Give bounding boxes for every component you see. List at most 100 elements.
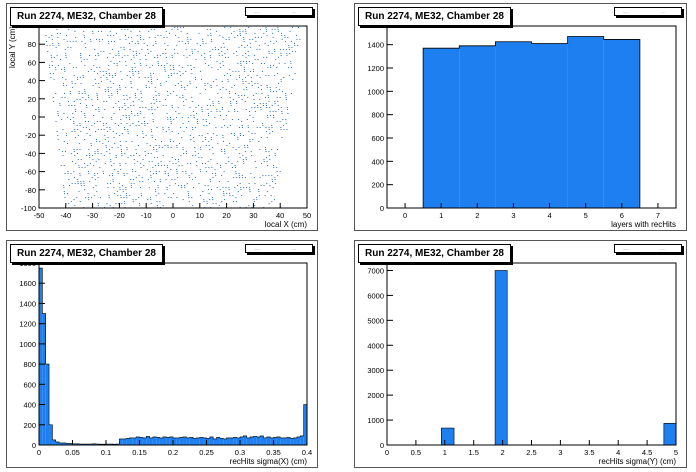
y-tick-label: 3000 (367, 366, 384, 375)
histogram-bar (213, 438, 217, 445)
scatter-point (285, 123, 287, 125)
scatter-point (250, 76, 252, 78)
y-tick-label: 1200 (19, 320, 36, 329)
scatter-point (147, 123, 149, 125)
scatter-point (73, 199, 75, 201)
scatter-point (225, 38, 227, 40)
x-tick-label: 3 (558, 448, 562, 457)
scatter-point (218, 48, 220, 50)
scatter-point (97, 129, 99, 131)
scatter-point (98, 82, 100, 84)
scatter-point (255, 167, 257, 169)
scatter-point (58, 42, 60, 44)
scatter-point (168, 129, 170, 131)
scatter-point (167, 94, 169, 96)
scatter-point (129, 125, 131, 127)
scatter-point (76, 26, 78, 28)
scatter-point (151, 82, 153, 84)
scatter-point (170, 197, 172, 199)
scatter-point (164, 173, 166, 175)
scatter-point (123, 197, 125, 199)
scatter-point (155, 165, 157, 167)
scatter-point (112, 56, 114, 58)
scatter-point (280, 52, 282, 54)
scatter-point (138, 70, 140, 72)
scatter-point (255, 92, 257, 94)
scatter-point (99, 197, 101, 199)
scatter-point (73, 121, 75, 123)
scatter-point (205, 121, 207, 123)
scatter-point (279, 48, 281, 50)
y-tick-label: 80 (28, 40, 36, 49)
scatter-point (158, 145, 160, 147)
scatter-point (206, 125, 208, 127)
scatter-point (161, 141, 163, 143)
scatter-point (194, 48, 196, 50)
scatter-point (115, 203, 117, 205)
scatter-point (234, 167, 236, 169)
scatter-point (64, 197, 66, 199)
scatter-point (108, 96, 110, 98)
y-tick-label: 20 (28, 95, 36, 104)
scatter-point (182, 147, 184, 149)
scatter-point (277, 28, 279, 30)
scatter-point (216, 110, 218, 112)
scatter-point (152, 119, 154, 121)
histogram-bar (55, 441, 60, 445)
scatter-point (181, 187, 183, 189)
scatter-point (176, 72, 178, 74)
scatter-point (155, 94, 157, 96)
scatter-point (162, 127, 164, 129)
scatter-point (256, 127, 258, 129)
scatter-point (247, 147, 249, 149)
scatter-point (139, 58, 141, 60)
scatter-point (206, 201, 208, 203)
scatter-point (135, 171, 137, 173)
scatter-point (180, 80, 182, 82)
scatter-point (227, 56, 229, 58)
scatter-point (49, 66, 51, 68)
scatter-point (147, 52, 149, 54)
scatter-point (106, 151, 108, 153)
scatter-point (131, 36, 133, 38)
scatter-point (204, 163, 206, 165)
scatter-point (222, 141, 224, 143)
scatter-point (125, 193, 127, 195)
scatter-point (209, 50, 211, 52)
scatter-point (80, 183, 82, 185)
scatter-point (288, 44, 290, 46)
scatter-point (254, 82, 256, 84)
scatter-point (196, 165, 198, 167)
scatter-point (148, 30, 150, 32)
scatter-point (190, 114, 192, 116)
scatter-point (225, 187, 227, 189)
scatter-point (265, 151, 267, 153)
scatter-point (130, 183, 132, 185)
histogram-bar (260, 435, 264, 445)
scatter-point (135, 70, 137, 72)
scatter-point (191, 127, 193, 129)
scatter-point (154, 86, 156, 88)
scatter-point (224, 56, 226, 58)
scatter-point (238, 175, 240, 177)
scatter-point (103, 129, 105, 131)
scatter-point (164, 193, 166, 195)
scatter-point (147, 76, 149, 78)
histogram-bar (176, 437, 180, 445)
scatter-point (243, 68, 245, 70)
scatter-point (61, 68, 63, 70)
x-tick-label: 3 (511, 211, 515, 220)
scatter-point (229, 74, 231, 76)
scatter-point (260, 36, 262, 38)
scatter-point (235, 201, 237, 203)
scatter-point (102, 143, 104, 145)
scatter-point (95, 82, 97, 84)
scatter-point (207, 112, 209, 114)
scatter-point (145, 106, 147, 108)
scatter-point (274, 100, 276, 102)
scatter-point (223, 193, 225, 195)
scatter-point (75, 137, 77, 139)
scatter-point (219, 114, 221, 116)
scatter-point (243, 66, 245, 68)
scatter-point (219, 88, 221, 90)
